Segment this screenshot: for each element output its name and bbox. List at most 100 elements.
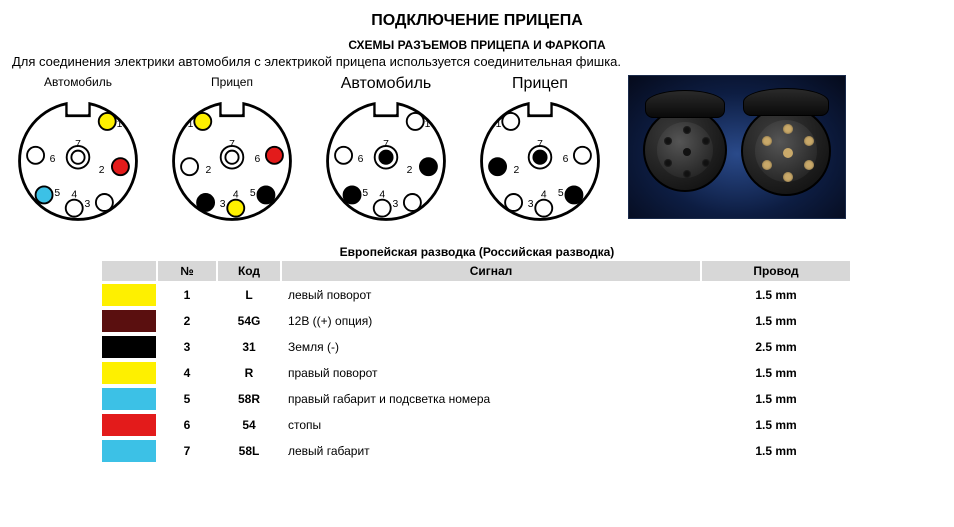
pin-5 [565,186,582,203]
pin-6 [574,147,591,164]
pin-3 [505,194,522,211]
pin-6 [335,147,352,164]
connector-label: Автомобиль [44,75,112,93]
swatch-cell [102,438,157,464]
pin-label: 2 [407,165,413,176]
connector-diagram: Автомобиль1234567 [12,75,144,227]
color-swatch [102,336,156,358]
swatch-cell [102,360,157,386]
cell-wire: 1.5 mm [701,438,851,464]
color-swatch [102,362,156,384]
cell-signal: Земля (-) [281,334,701,360]
connector-svg: 1 2 345 6 7 [320,95,452,227]
pin-1 [407,113,424,130]
swatch-cell [102,308,157,334]
pin-label: 7 [383,139,389,150]
pin-6 [266,147,283,164]
cell-num: 4 [157,360,217,386]
pin-label: 1 [425,119,431,130]
pin-label: 4 [379,190,385,201]
pin-3 [96,194,113,211]
pin-5 [344,186,361,203]
color-swatch [102,284,156,306]
color-swatch [102,310,156,332]
cell-code: 58L [217,438,281,464]
pin-3 [404,194,421,211]
pin-label: 1 [188,119,194,130]
th-swatch [102,261,157,282]
intro-text: Для соединения электрики автомобиля с эл… [12,54,942,69]
pin-4 [374,200,391,217]
connector-diagram: Прицеп1234567 [474,75,606,227]
cell-wire: 1.5 mm [701,386,851,412]
pin-label: 6 [50,154,56,165]
cell-num: 2 [157,308,217,334]
cell-signal: левый габарит [281,438,701,464]
pin-1 [502,113,519,130]
pin-label: 5 [54,188,60,199]
pin-label: 7 [229,139,235,150]
connector-svg: 1234567 [166,95,298,227]
pin-4 [227,200,244,217]
table-row: 254G12В ((+) опция)1.5 mm [102,308,851,334]
table-row: 1Lлевый поворот1.5 mm [102,282,851,308]
pin-label: 1 [496,119,502,130]
swatch-cell [102,412,157,438]
cell-code: L [217,282,281,308]
cell-signal: правый габарит и подсветка номера [281,386,701,412]
cell-wire: 1.5 mm [701,360,851,386]
color-swatch [102,440,156,462]
pin-4 [535,200,552,217]
cell-code: R [217,360,281,386]
table-row: 758Lлевый габарит1.5 mm [102,438,851,464]
pin-label: 5 [558,188,564,199]
cell-wire: 1.5 mm [701,282,851,308]
pin-label: 4 [541,190,547,201]
pin-label: 7 [537,139,543,150]
pin-label: 6 [563,154,569,165]
cell-code: 54G [217,308,281,334]
pin-5 [257,186,274,203]
cell-code: 31 [217,334,281,360]
pin-label: 6 [255,154,261,165]
pin-label: 3 [528,199,534,210]
table-row: 558Rправый габарит и подсветка номера1.5… [102,386,851,412]
table-row: 331Земля (-)2.5 mm [102,334,851,360]
pin-label: 3 [85,199,91,210]
connector-label: Прицеп [211,75,253,93]
pin-2 [420,158,437,175]
th-signal: Сигнал [281,261,701,282]
wiring-table: № Код Сигнал Провод 1Lлевый поворот1.5 m… [102,261,852,465]
pin-label: 2 [99,165,105,176]
diagrams-row: Автомобиль1234567Прицеп1234567Автомобиль… [12,75,942,227]
pin-2 [112,158,129,175]
color-swatch [102,388,156,410]
connector-diagram: Прицеп1234567 [166,75,298,227]
pin-label: 3 [220,199,226,210]
pin-4 [66,200,83,217]
connector-label: Автомобиль [341,75,432,93]
cell-code: 58R [217,386,281,412]
pin-label: 3 [393,199,399,210]
cell-code: 54 [217,412,281,438]
pin-label: 7 [75,139,81,150]
pin-1 [194,113,211,130]
table-row: 4Rправый поворот1.5 mm [102,360,851,386]
connector-svg: 1234567 [12,95,144,227]
pin-7 [225,151,238,164]
pin-label: 1 [117,119,123,130]
color-swatch [102,414,156,436]
sub-title: СХЕМЫ РАЗЪЕМОВ ПРИЦЕПА И ФАРКОПА [12,38,942,52]
pin-2 [181,158,198,175]
wiring-body: 1Lлевый поворот1.5 mm254G12В ((+) опция)… [102,282,851,464]
pin-label: 6 [358,154,364,165]
pin-7 [71,151,84,164]
swatch-cell [102,386,157,412]
table-row: 654стопы1.5 mm [102,412,851,438]
pin-label: 5 [362,188,368,199]
pin-label: 5 [250,188,256,199]
connector-label: Прицеп [512,75,568,93]
page-title: ПОДКЛЮЧЕНИЕ ПРИЦЕПА [12,12,942,30]
cell-signal: стопы [281,412,701,438]
cell-num: 3 [157,334,217,360]
